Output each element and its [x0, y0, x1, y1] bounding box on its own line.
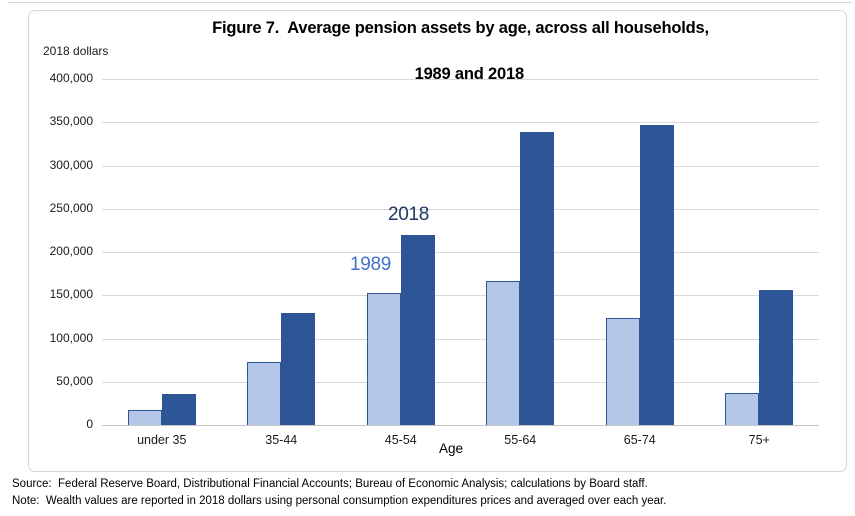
page-top-divider [8, 2, 852, 3]
y-axis-unit-label: 2018 dollars [43, 44, 109, 58]
chart-title: Figure 7. Average pension assets by age,… [102, 17, 819, 86]
chart-title-line1: Figure 7. Average pension assets by age,… [212, 19, 709, 37]
series-label-1989: 1989 [350, 254, 392, 275]
series-label-2018: 2018 [388, 204, 430, 225]
source-text: Source: Federal Reserve Board, Distribut… [12, 478, 648, 490]
x-axis-title: Age [438, 441, 464, 456]
note-text: Note: Wealth values are reported in 2018… [12, 495, 667, 507]
chart-title-line2: 1989 and 2018 [414, 65, 525, 83]
